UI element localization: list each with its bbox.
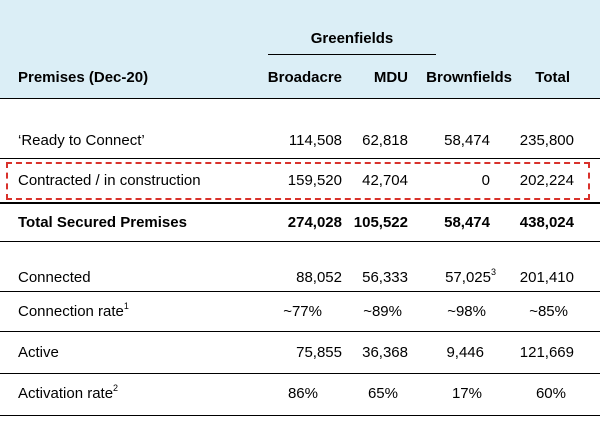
brownfields-number: 57,025 (445, 269, 491, 286)
broadacre-value: 274,028 (287, 214, 342, 231)
total-value: 60% (535, 385, 566, 402)
row-divider (0, 202, 600, 204)
total-value: 121,669 (519, 344, 574, 361)
total-value: 438,024 (519, 214, 574, 231)
table-header (0, 0, 600, 98)
row-label: Active (18, 344, 59, 361)
row-divider (0, 291, 600, 292)
broadacre-column-header: Broadacre (267, 69, 342, 86)
mdu-value: 62,818 (362, 132, 408, 149)
total-value: 202,224 (519, 172, 574, 189)
broadacre-value: 114,508 (288, 132, 342, 149)
total-value: 201,410 (519, 269, 574, 286)
mdu-value: ~89% (363, 303, 402, 320)
broadacre-value: 86% (287, 385, 318, 402)
broadacre-value: 75,855 (296, 344, 342, 361)
total-column-header: Total (535, 69, 570, 86)
footnote-marker: 2 (113, 383, 119, 393)
row-label: Connected (18, 269, 91, 286)
row-label: Contracted / in construction (18, 172, 201, 189)
mdu-value: 65% (367, 385, 398, 402)
brownfields-value: 9,446 (446, 344, 484, 361)
greenfields-group-header: Greenfields (310, 30, 394, 47)
mdu-value: 42,704 (362, 172, 408, 189)
broadacre-value: 159,520 (287, 172, 342, 189)
row-label-text: Activation rate (18, 385, 114, 402)
brownfields-value: 0 (481, 172, 490, 189)
row-divider (0, 373, 600, 374)
premises-column-header: Premises (Dec-20) (18, 69, 149, 86)
row-divider (0, 331, 600, 332)
brownfields-value: 57,0253 (412, 268, 496, 288)
brownfields-column-header: Brownfields (426, 69, 512, 86)
header-rule (0, 98, 600, 99)
mdu-value: 56,333 (362, 269, 408, 286)
row-divider (0, 241, 600, 242)
footnote-marker: 3 (490, 267, 496, 277)
row-label: Activation rate2 (18, 384, 118, 404)
total-value: ~85% (529, 303, 568, 320)
row-label-text: Connection rate (18, 303, 124, 320)
highlight-box (6, 162, 590, 200)
row-divider (0, 158, 600, 159)
mdu-value: 105,522 (353, 214, 408, 231)
total-value: 235,800 (519, 132, 574, 149)
row-label: ‘Ready to Connect’ (18, 132, 145, 149)
row-label: Total Secured Premises (18, 214, 187, 231)
row-label: Connection rate1 (18, 302, 129, 322)
brownfields-value: 58,474 (444, 132, 490, 149)
brownfields-value: 17% (451, 385, 482, 402)
brownfields-value: ~98% (447, 303, 486, 320)
broadacre-value: ~77% (283, 303, 322, 320)
row-divider (0, 415, 600, 416)
footnote-marker: 1 (123, 301, 129, 311)
mdu-value: 36,368 (362, 344, 408, 361)
broadacre-value: 88,052 (296, 269, 342, 286)
greenfields-group-rule (268, 54, 436, 55)
mdu-column-header: MDU (373, 69, 408, 86)
brownfields-value: 58,474 (444, 214, 490, 231)
